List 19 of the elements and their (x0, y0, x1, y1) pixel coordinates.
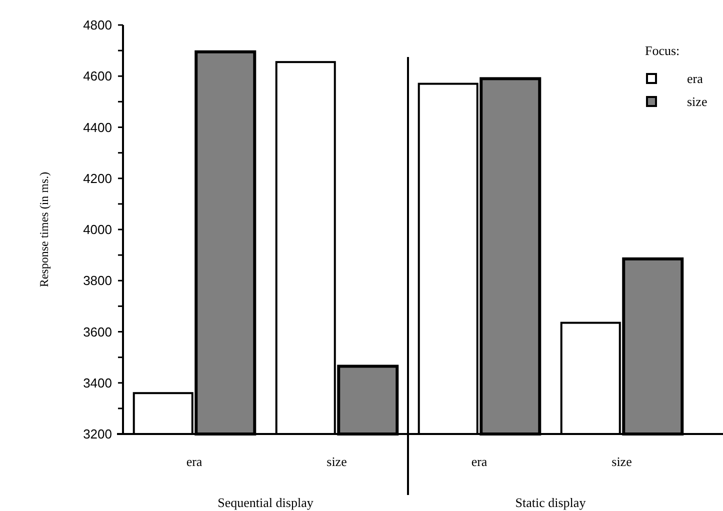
y-tick-label: 4400 (83, 120, 112, 135)
legend-label: size (687, 94, 708, 109)
y-tick-label: 3400 (83, 375, 112, 390)
x-tick-label: era (471, 454, 488, 469)
y-tick-label: 3800 (83, 273, 112, 288)
x-tick-label: size (326, 454, 348, 469)
x-tick-label: size (612, 454, 632, 469)
y-tick-label: 3200 (83, 426, 112, 442)
y-tick-label: 4600 (83, 68, 112, 84)
y-tick-label: 4200 (83, 170, 112, 186)
y-axis-title: Response times (in ms.) (37, 172, 51, 288)
text: Sequential display (218, 495, 314, 510)
y-tick-label: 4000 (83, 222, 112, 238)
x-tick-label: era (186, 454, 202, 469)
legend-label: era (687, 71, 704, 86)
y-tick-label: 3600 (83, 324, 112, 340)
y-tick-label: 4800 (83, 18, 112, 33)
legend-title: Focus: (645, 43, 680, 58)
text: Static display (515, 495, 586, 510)
